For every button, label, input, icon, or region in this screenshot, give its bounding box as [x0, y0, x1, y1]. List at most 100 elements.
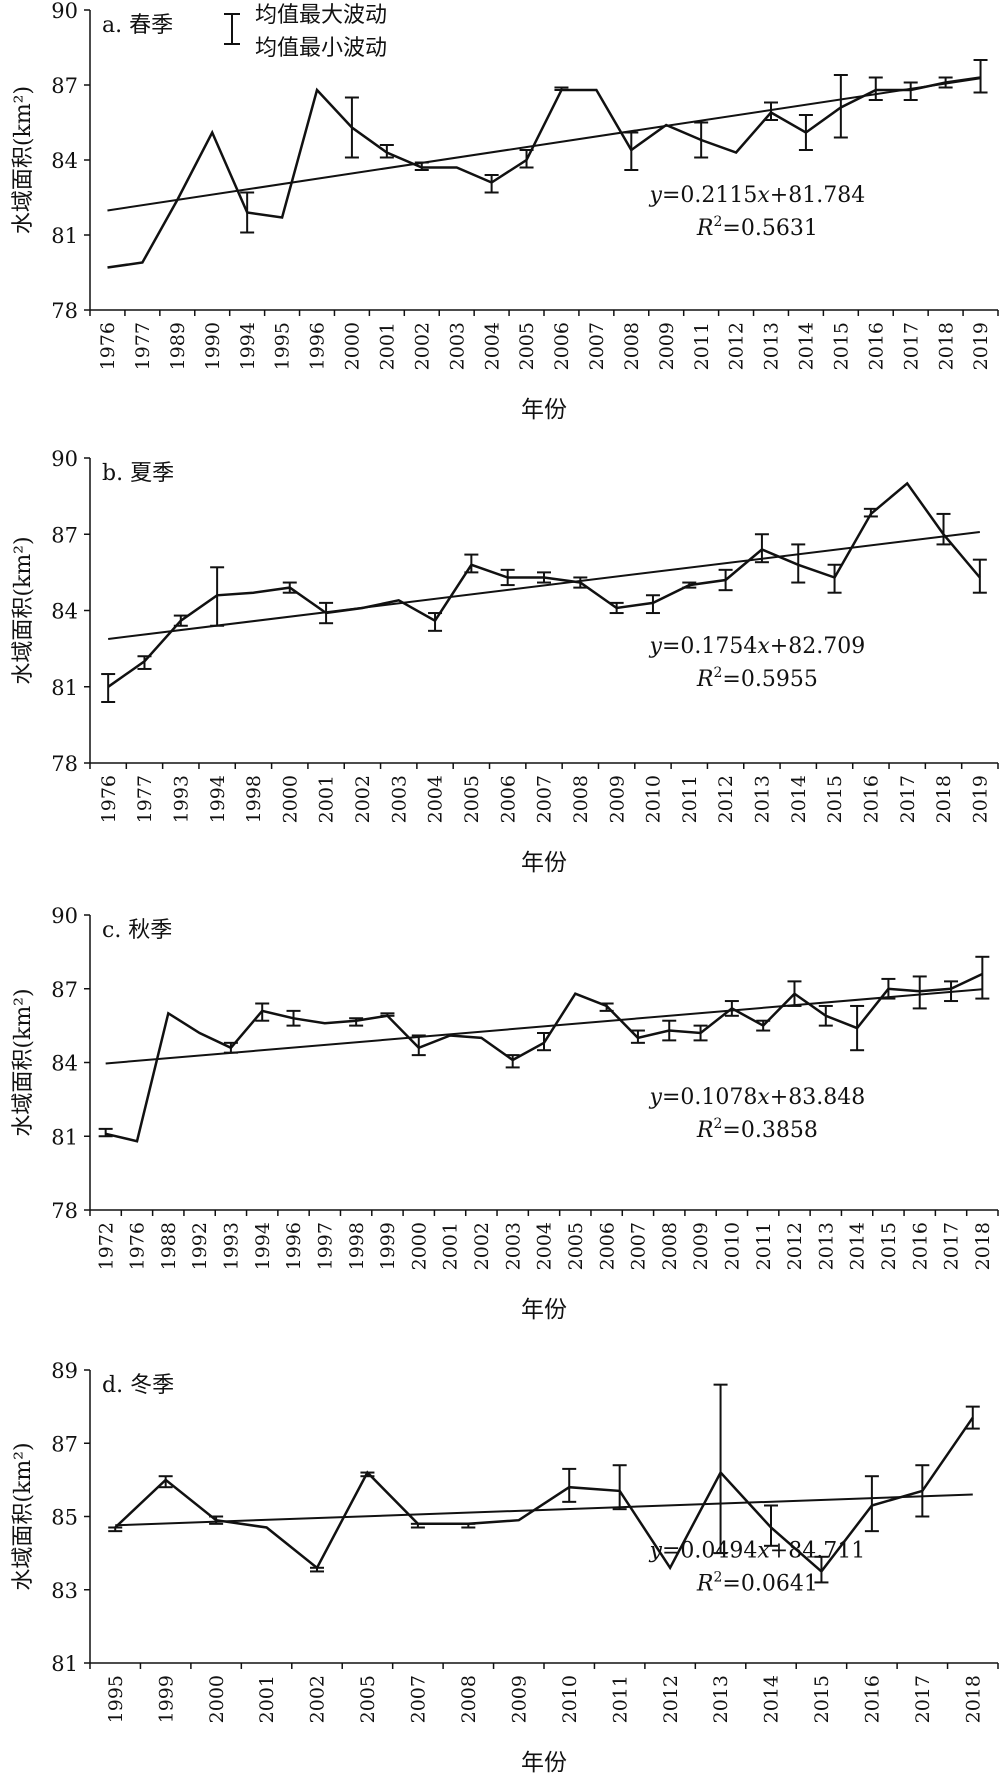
x-tick-label: 2018 — [972, 1222, 994, 1270]
equation-y-var: y — [649, 183, 663, 208]
error-bar — [818, 1004, 833, 1027]
x-tick-label: 2015 — [811, 1675, 833, 1723]
x-tick-label: 2001 — [316, 775, 338, 823]
error-bar — [833, 74, 848, 139]
x-tick-label: 2016 — [865, 322, 887, 370]
x-tick-label: 2011 — [753, 1222, 775, 1270]
y-tick-label: 81 — [51, 224, 78, 248]
y-tick-label: 89 — [51, 1359, 78, 1383]
y-tick-label: 90 — [51, 447, 78, 471]
error-bar — [255, 1002, 270, 1022]
panel-title: d. 冬季 — [102, 1373, 174, 1398]
error-bar — [965, 1405, 980, 1430]
x-tick-label: 2013 — [752, 775, 774, 823]
equation-y-var: y — [649, 1085, 663, 1110]
x-tick-label: 2015 — [830, 322, 852, 370]
x-tick-label: 1977 — [134, 775, 156, 823]
x-tick-label: 1995 — [272, 322, 294, 370]
error-bar — [360, 1471, 375, 1478]
error-bar — [173, 614, 188, 627]
error-bar — [915, 1464, 930, 1518]
error-bar — [787, 980, 802, 1007]
x-tick-label: 2012 — [784, 1222, 806, 1270]
y-tick-label: 81 — [51, 1652, 78, 1676]
error-bar — [798, 114, 813, 151]
x-tick-label: 1993 — [170, 775, 192, 823]
error-bar — [344, 96, 359, 159]
equation-slope: =0.1078 — [662, 1085, 757, 1110]
error-bar — [461, 1522, 476, 1529]
x-tick-label: 2016 — [862, 1675, 884, 1723]
x-tick-label: 2005 — [357, 1675, 379, 1723]
y-axis-title: 水域面积(km²) — [11, 86, 36, 234]
x-tick-label: 2010 — [722, 1222, 744, 1270]
equation-x-var: x — [757, 1539, 770, 1564]
error-bar — [428, 612, 443, 632]
r-squared-r: R — [696, 1572, 714, 1597]
x-tick-label: 2006 — [596, 1222, 618, 1270]
x-axis-title: 年份 — [521, 1750, 567, 1776]
error-bar — [764, 1504, 778, 1547]
error-bar — [223, 1041, 238, 1054]
x-tick-label: 1999 — [377, 1222, 399, 1270]
x-tick-label: 2017 — [912, 1675, 934, 1723]
error-bar — [903, 81, 918, 101]
chart-panel: 81 83 85 87 89 1995 1999 2000 2001 2002 2005 2007 20… — [11, 1359, 999, 1776]
x-tick-label: 2008 — [570, 775, 592, 823]
error-bar — [863, 507, 878, 518]
r-squared-sup: 2 — [713, 665, 722, 681]
x-tick-label: 2004 — [481, 322, 503, 370]
x-tick-label: 2002 — [307, 1675, 329, 1723]
error-bar — [554, 86, 569, 91]
chart-panel: 78 81 84 87 90 1976 1977 1993 1994 1998 2000 2001 20… — [11, 447, 999, 876]
error-bar — [694, 121, 709, 159]
y-tick-label: 90 — [51, 904, 78, 928]
x-tick-label: 2008 — [621, 322, 643, 370]
y-axis-title: 水域面积(km²) — [11, 536, 36, 684]
x-tick-label: 1976 — [127, 1222, 149, 1270]
x-tick-label: 2012 — [715, 775, 737, 823]
x-tick-label: 2011 — [609, 1675, 631, 1723]
x-tick-label: 2018 — [962, 1675, 984, 1723]
x-tick-label: 2003 — [446, 322, 468, 370]
x-tick-label: 2000 — [279, 775, 301, 823]
error-bar — [944, 980, 959, 1003]
equation-x-var: x — [757, 634, 770, 659]
error-bar — [282, 581, 297, 594]
regression-equation: y=0.0494x+84.711 — [649, 1539, 866, 1564]
error-bar — [791, 543, 806, 584]
x-tick-label: 2000 — [206, 1675, 228, 1723]
regression-equation: y=0.1078x+83.848 — [649, 1085, 866, 1110]
x-tick-label: 2005 — [516, 322, 538, 370]
r-squared-sup: 2 — [713, 1116, 722, 1132]
chart-panel: 78 81 84 87 90 1976 1977 1989 1990 1994 1995 1996 20… — [11, 0, 999, 423]
error-bar — [645, 594, 660, 615]
error-bar — [319, 601, 334, 625]
error-bar — [718, 568, 733, 592]
x-tick-label: 2012 — [726, 322, 748, 370]
error-bar — [158, 1475, 173, 1489]
error-bar — [827, 563, 842, 594]
x-axis-title: 年份 — [521, 850, 567, 876]
x-axis-title: 年份 — [521, 1297, 567, 1323]
error-bar — [975, 955, 990, 1000]
y-tick-label: 87 — [51, 978, 78, 1002]
error-bar — [286, 1009, 301, 1027]
panel-title: a. 春季 — [102, 13, 173, 38]
error-bar — [500, 568, 515, 587]
error-bar — [764, 101, 778, 121]
x-tick-label: 2001 — [376, 322, 398, 370]
x-tick-label: 1977 — [132, 322, 154, 370]
error-bar — [912, 975, 927, 1010]
x-tick-label: 1993 — [221, 1222, 243, 1270]
x-tick-label: 2019 — [969, 775, 991, 823]
regression-equation: y=0.2115x+81.784 — [649, 183, 866, 208]
error-bar — [414, 161, 429, 171]
x-tick-label: 1990 — [202, 322, 224, 370]
error-bar — [612, 1464, 627, 1511]
equation-slope: =0.1754 — [662, 634, 757, 659]
y-axis-title: 水域面积(km²) — [11, 1442, 36, 1590]
x-tick-label: 2013 — [761, 322, 783, 370]
equation-slope: =0.0494 — [662, 1539, 757, 1564]
x-tick-label: 2014 — [761, 1675, 783, 1723]
